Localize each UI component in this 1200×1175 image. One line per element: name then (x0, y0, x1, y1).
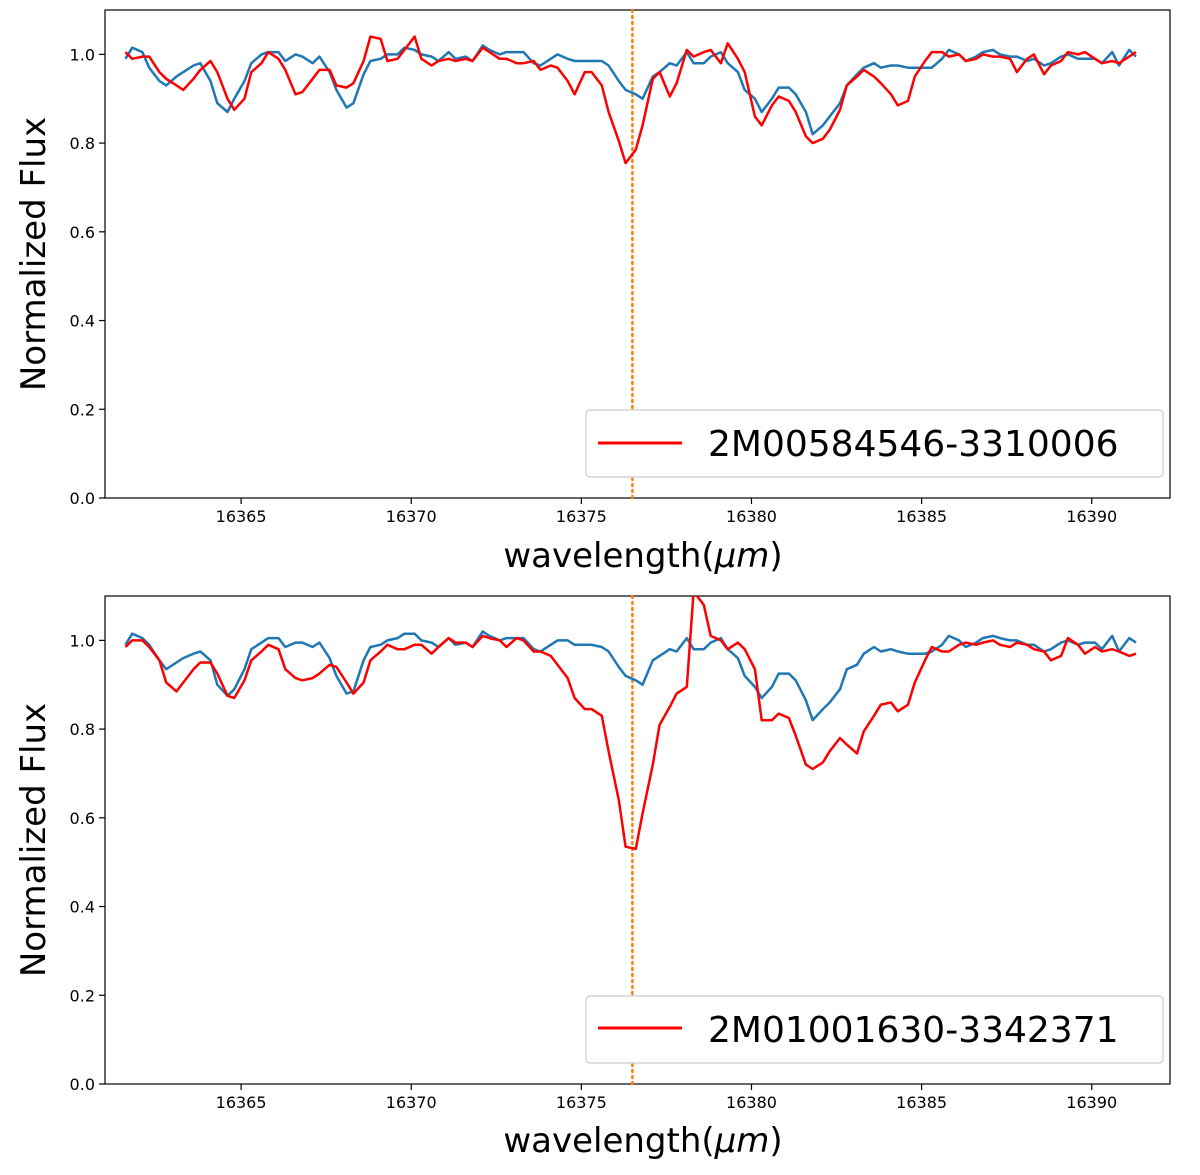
x-tick-label: 16370 (386, 507, 437, 526)
x-tick-label: 16365 (216, 507, 267, 526)
y-tick-label: 0.4 (70, 312, 95, 331)
x-tick-label: 16385 (896, 1093, 947, 1112)
y-tick-label: 0.8 (70, 134, 95, 153)
y-tick-label: 0.6 (70, 223, 95, 242)
legend-label: 2M01001630-3342371 (708, 1010, 1119, 1051)
target-spectrum-line (124, 35, 1137, 165)
x-axis-ticks: 16365 16370 16375 16380 16385 16390 (216, 498, 1117, 526)
x-tick-label: 16385 (896, 507, 947, 526)
y-axis-label: Normalized Flux (14, 703, 54, 977)
spectrum-panel-bottom: 0.00.20.40.60.81.0 16365 16370 16375 16380 1… (14, 594, 1171, 1161)
y-tick-label: 1.0 (70, 631, 95, 650)
x-tick-label: 16365 (216, 1093, 267, 1112)
y-axis-ticks: 0.0 0.2 0.4 0.6 0.8 1.0 (70, 45, 105, 508)
x-tick-label: 16380 (726, 1093, 777, 1112)
y-tick-label: 1.0 (70, 45, 95, 64)
x-tick-label: 16375 (556, 1093, 607, 1112)
y-tick-label: 0.4 (70, 898, 95, 917)
y-axis-label: Normalized Flux (14, 117, 54, 391)
y-axis-ticks: 0.0 0.2 0.4 0.6 0.8 1.0 (70, 631, 105, 1094)
legend-box (585, 995, 1164, 1064)
legend-box (585, 409, 1164, 478)
series-layer (124, 596, 1137, 851)
y-tick-label: 0.2 (70, 986, 95, 1005)
x-axis-label: wavelength(μm) (503, 1121, 782, 1161)
series-layer (124, 35, 1137, 165)
x-axis-ticks: 16365 16370 16375 16380 16385 16390 (216, 1084, 1117, 1112)
y-tick-label: 0.0 (70, 489, 95, 508)
legend: 2M01001630-3342371 (585, 995, 1164, 1064)
x-tick-label: 16375 (556, 507, 607, 526)
y-tick-label: 0.6 (70, 809, 95, 828)
x-tick-label: 16390 (1066, 1093, 1117, 1112)
x-tick-label: 16390 (1066, 507, 1117, 526)
x-tick-label: 16380 (726, 507, 777, 526)
y-tick-label: 0.8 (70, 720, 95, 739)
x-tick-label: 16370 (386, 1093, 437, 1112)
y-tick-label: 0.0 (70, 1075, 95, 1094)
legend: 2M00584546-3310006 (585, 409, 1164, 478)
y-tick-label: 0.2 (70, 400, 95, 419)
target-spectrum-line (124, 596, 1137, 851)
legend-label: 2M00584546-3310006 (708, 424, 1119, 465)
reference-spectrum-line (124, 630, 1137, 722)
spectrum-panel-top: 0.00.20.40.60.81.0 16365 16370 16375 16380 1… (14, 8, 1171, 576)
x-axis-label: wavelength(μm) (503, 536, 782, 576)
